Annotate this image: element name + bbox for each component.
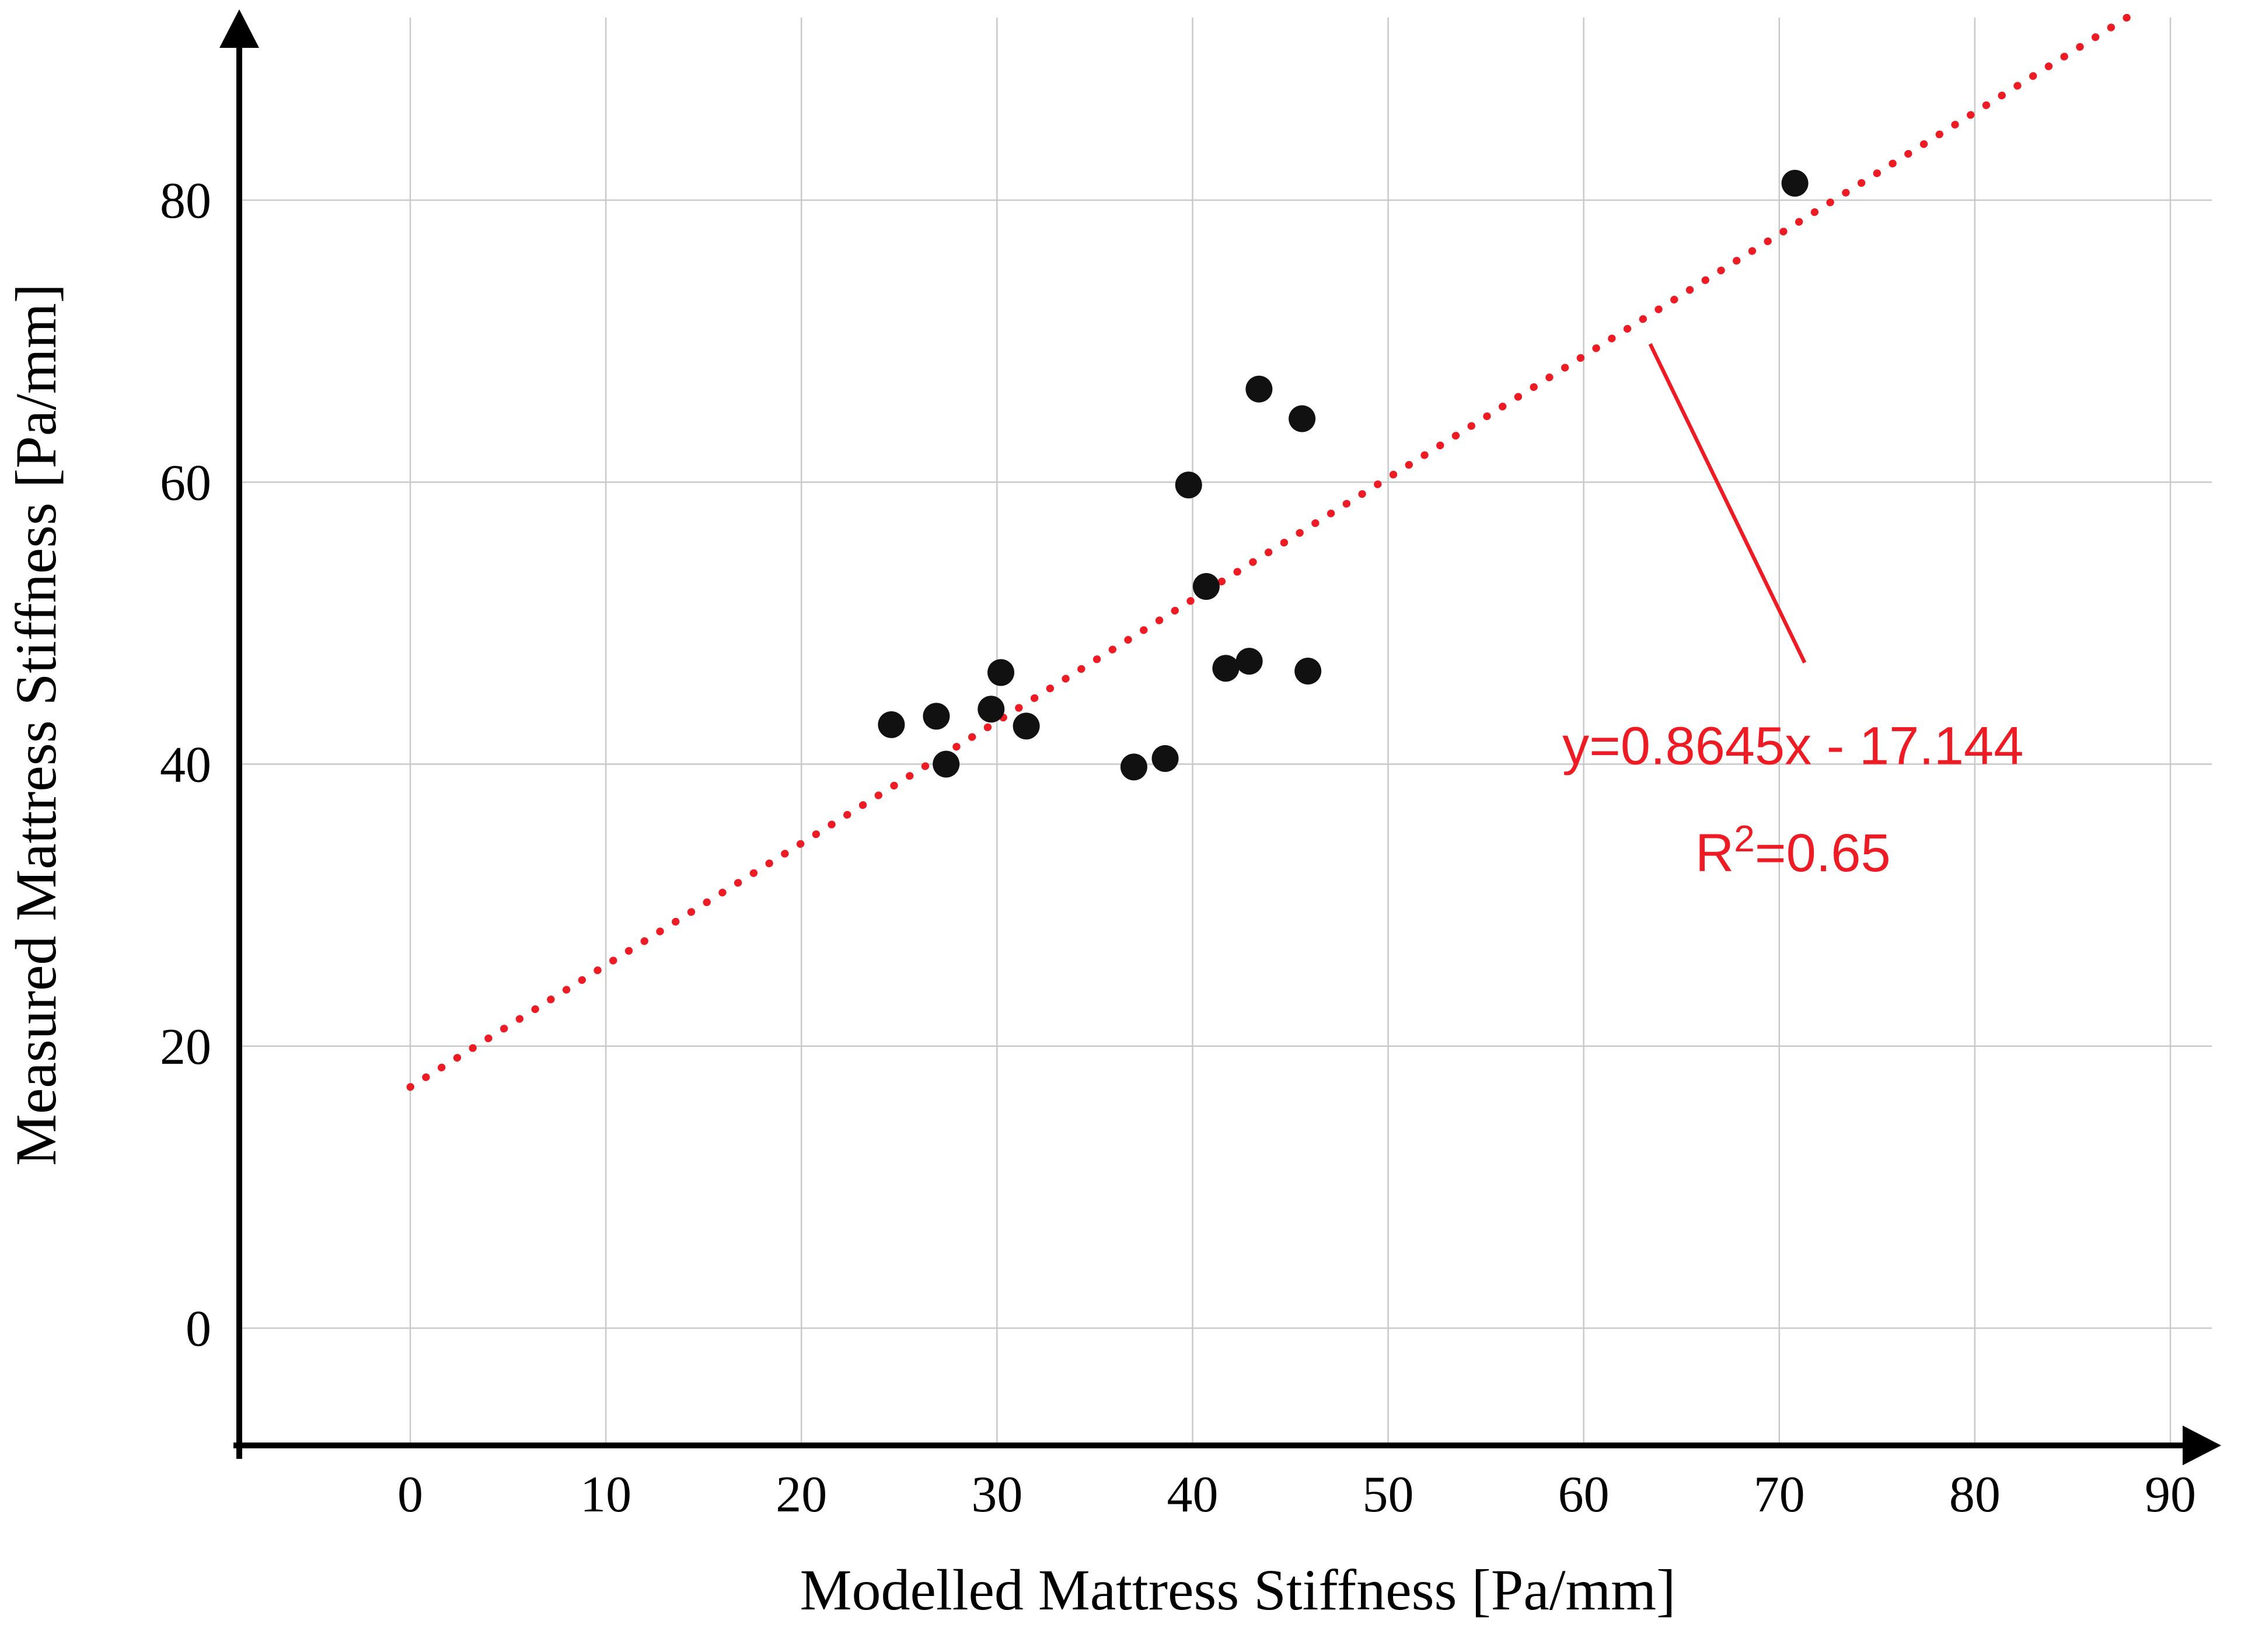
y-tick-label: 20 [160, 1019, 211, 1075]
x-tick-label: 10 [580, 1466, 631, 1523]
data-point [1013, 713, 1040, 740]
data-point [1289, 405, 1316, 432]
y-tick-label: 0 [186, 1301, 211, 1357]
y-tick-label: 60 [160, 455, 211, 511]
x-axis-arrow [2183, 1426, 2221, 1465]
y-tick-label: 80 [160, 173, 211, 229]
x-tick-label: 90 [2145, 1466, 2196, 1523]
x-tick-label: 70 [1754, 1466, 1805, 1523]
y-axis-title: Measured Mattress Stiffness [Pa/mm] [4, 284, 68, 1166]
x-tick-label: 50 [1363, 1466, 1414, 1523]
y-axis-arrow [219, 9, 259, 48]
x-axis-title: Modelled Mattress Stiffness [Pa/mm] [800, 1557, 1676, 1622]
r-squared-label: R2=0.65 [1695, 818, 1891, 883]
data-point [1151, 745, 1179, 772]
data-point [978, 696, 1005, 723]
annotation-leader-line [1648, 343, 1807, 663]
data-point [923, 703, 950, 730]
data-point [1235, 648, 1263, 675]
data-point [878, 711, 905, 738]
data-point [1212, 655, 1240, 682]
data-point [987, 659, 1015, 686]
trendline [406, 7, 2141, 1091]
data-point [1245, 375, 1273, 403]
data-point [1192, 573, 1220, 600]
x-tick-label: 0 [397, 1466, 423, 1523]
x-tick-label: 80 [1949, 1466, 2001, 1523]
trendline-equation-label: y=0.8645x - 17.144 [1562, 717, 2023, 776]
y-tick-label: 40 [160, 737, 211, 794]
x-tick-label: 60 [1558, 1466, 1610, 1523]
x-tick-label: 20 [776, 1466, 827, 1523]
x-tick-label: 30 [971, 1466, 1022, 1523]
data-point [1175, 471, 1202, 499]
data-point [1294, 658, 1322, 685]
x-tick-label: 40 [1167, 1466, 1218, 1523]
data-point [1781, 170, 1809, 197]
data-point [933, 750, 960, 778]
data-point [1120, 753, 1147, 781]
